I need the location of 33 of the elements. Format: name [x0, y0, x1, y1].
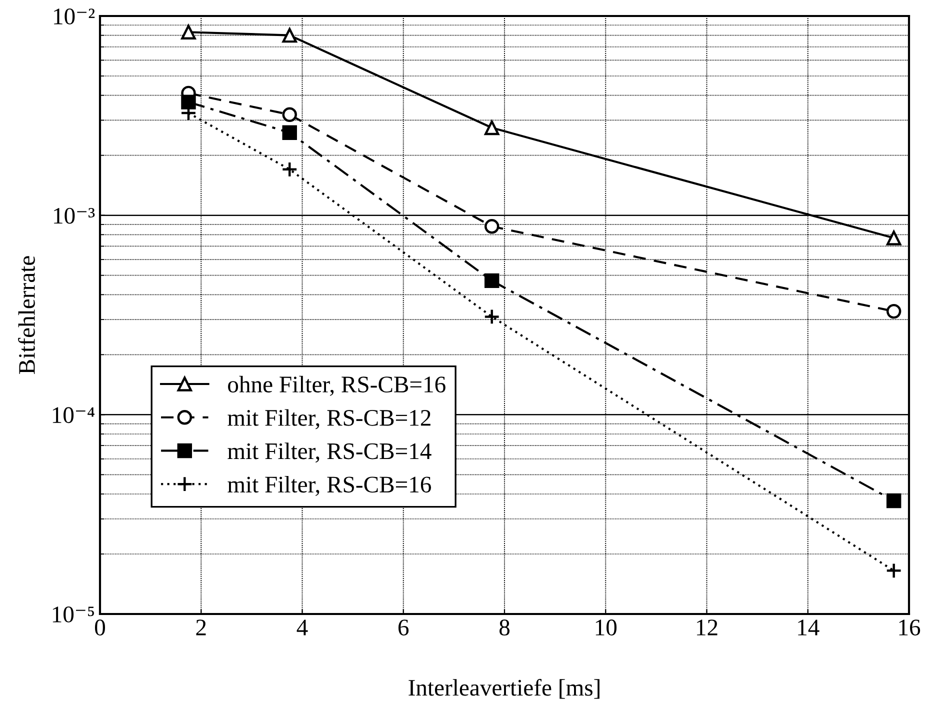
legend-label: mit Filter, RS-CB=12 — [228, 409, 430, 430]
point — [484, 273, 500, 288]
point — [484, 308, 500, 325]
x-tick-label: 8 — [499, 620, 510, 636]
y-tick-label: 10⁻³ — [54, 208, 95, 224]
point — [282, 28, 297, 43]
y-axis-title: Bitfehlerrate — [18, 256, 35, 374]
x-tick-label: 10 — [596, 620, 617, 636]
point — [282, 107, 297, 122]
point — [282, 125, 297, 140]
point — [886, 304, 902, 319]
point — [181, 94, 196, 110]
point — [886, 493, 902, 508]
point — [484, 219, 500, 234]
x-tick-label: 12 — [697, 620, 718, 636]
x-axis-title: Interleavertiefe [ms] — [408, 678, 600, 699]
x-tick-label: 2 — [196, 620, 206, 636]
x-tick-label: 14 — [798, 620, 820, 636]
x-tick-label: 4 — [296, 620, 308, 636]
x-tick-label: 6 — [398, 620, 409, 636]
legend-label: mit Filter, RS-CB=14 — [228, 442, 432, 463]
y-tick-label: 10⁻² — [54, 8, 95, 24]
point — [886, 230, 902, 246]
x-tick-label: 16 — [899, 620, 920, 636]
y-tick-label: 10⁻⁵ — [52, 606, 94, 622]
y-tick-label: 10⁻⁴ — [52, 407, 94, 424]
point — [484, 120, 500, 136]
point — [282, 161, 298, 178]
point — [181, 24, 196, 40]
point — [886, 562, 902, 579]
legend-label: mit Filter, RS-CB=16 — [228, 476, 432, 496]
x-tick-label: 0 — [94, 620, 106, 636]
legend-label: ohne Filter, RS-CB=16 — [228, 376, 446, 396]
